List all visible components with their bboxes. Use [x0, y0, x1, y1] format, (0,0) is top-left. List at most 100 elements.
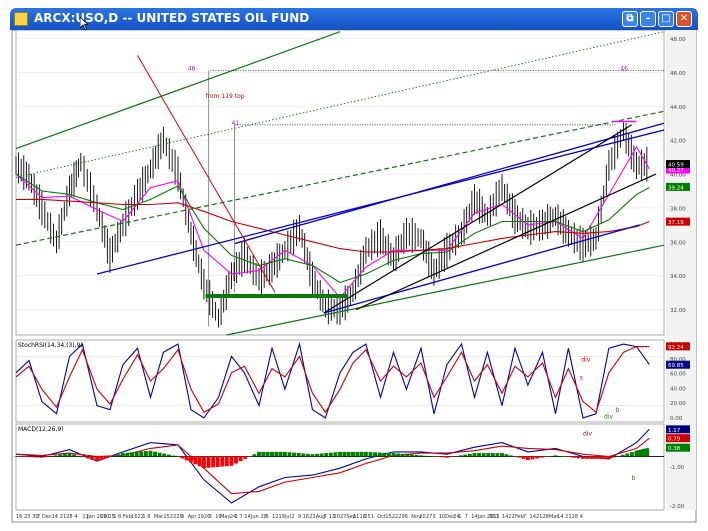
- x-tick-label: 9: [298, 514, 301, 520]
- y-tick-label: -1.00: [670, 465, 685, 471]
- histogram-bar: [391, 453, 396, 457]
- histogram-bar: [440, 456, 445, 458]
- restore-button[interactable]: ⧉: [622, 11, 638, 27]
- value-badge: [666, 182, 690, 191]
- trendline: [226, 244, 665, 336]
- histogram-bar: [180, 456, 185, 459]
- histogram-bar: [44, 456, 49, 458]
- trendline: [355, 173, 657, 311]
- histogram-bar: [346, 451, 351, 457]
- chart-app-icon: [14, 12, 28, 26]
- maximize-button[interactable]: □: [658, 11, 674, 27]
- histogram-bar: [530, 456, 535, 460]
- histogram-bar: [463, 454, 468, 457]
- histogram-bar: [31, 456, 36, 458]
- x-tick-label: May: [220, 514, 230, 520]
- value-badge-label: 40.27: [668, 168, 684, 174]
- histogram-bar: [72, 454, 76, 457]
- histogram-bar: [423, 455, 428, 457]
- y-tick-label: 32.00: [670, 308, 686, 314]
- histogram-bar: [324, 453, 329, 457]
- histogram-bar: [189, 456, 193, 463]
- histogram-bar: [270, 451, 274, 457]
- annotation-text: 46: [620, 66, 628, 73]
- histogram-bar: [513, 456, 517, 458]
- x-tick-label: Oct: [377, 514, 386, 520]
- x-tick-label: Mar: [549, 514, 559, 520]
- histogram-bar: [620, 454, 625, 457]
- trendline: [323, 124, 632, 314]
- x-tick-label: 20: [419, 514, 425, 520]
- histogram-bar: [640, 449, 645, 457]
- histogram-bar: [252, 454, 257, 457]
- histogram-bar: [625, 453, 630, 457]
- annotation-text: 41: [231, 120, 239, 127]
- y-tick-label: 0.00: [670, 416, 683, 422]
- chart-frame: [11, 29, 697, 523]
- histogram-bar: [224, 456, 229, 467]
- histogram-bar: [184, 456, 189, 461]
- histogram-bar: [247, 456, 252, 458]
- histogram-bar: [171, 455, 176, 457]
- x-tick-label: Dec: [445, 514, 455, 520]
- x-tick-label: 21: [60, 514, 66, 520]
- trendline: [15, 110, 665, 246]
- histogram-bar: [90, 456, 95, 460]
- histogram-bar: [282, 451, 287, 457]
- value-badge: [666, 165, 690, 174]
- value-badge-label: 1.17: [668, 428, 681, 434]
- histogram-bar: [108, 456, 112, 458]
- histogram-bar: [373, 452, 378, 457]
- histogram-bar: [103, 456, 108, 459]
- histogram-bar: [220, 456, 225, 467]
- histogram-bar: [544, 456, 549, 458]
- value-badge-label: 92.24: [668, 345, 684, 351]
- histogram-bar: [355, 451, 360, 457]
- annotation-text: 46: [188, 66, 196, 73]
- histogram-bar: [229, 456, 234, 466]
- panel-stochrsi: 100.0080.0060.0040.0020.000.00StochRSI(1…: [15, 339, 690, 423]
- histogram-bar: [201, 456, 206, 469]
- annotation-text: from 119 top: [206, 93, 245, 100]
- histogram-bar: [120, 453, 125, 457]
- close-button[interactable]: ✕: [676, 11, 692, 27]
- window-titlebar[interactable]: ARCX:USO,D -- UNITED STATES OIL FUND ⧉ –…: [10, 8, 698, 30]
- histogram-bar: [143, 451, 148, 457]
- histogram-bar: [148, 450, 153, 457]
- panel-border-stochrsi: [15, 339, 665, 423]
- x-tick-label: 21: [565, 514, 571, 520]
- histogram-bar: [319, 453, 324, 457]
- y-tick-label: -2.00: [670, 504, 685, 510]
- histogram-bar: [477, 453, 481, 457]
- histogram-bar: [35, 456, 40, 458]
- value-badge-label: 39.24: [668, 185, 684, 191]
- histogram-bar: [274, 451, 279, 457]
- annotation-text: b: [632, 475, 636, 482]
- histogram-bar: [139, 451, 144, 457]
- minimize-button[interactable]: –: [640, 11, 656, 27]
- value-badge: [666, 360, 690, 369]
- x-tick-label: 6: [405, 514, 408, 520]
- histogram-bar: [495, 453, 500, 457]
- histogram-bar: [386, 452, 391, 457]
- histogram-bar: [594, 456, 598, 459]
- histogram-bar: [539, 456, 544, 458]
- x-tick-label: 27: [340, 514, 346, 520]
- x-tick-label: 7: [37, 514, 40, 520]
- x-tick-label: 1: [235, 514, 238, 520]
- x-tick-label: 7: [523, 514, 526, 520]
- histogram-bar: [265, 451, 270, 457]
- x-tick-label: 16: [16, 514, 22, 520]
- histogram-bar: [576, 456, 581, 459]
- histogram-bar: [571, 456, 576, 458]
- x-tick-label: 4: [74, 514, 77, 520]
- histogram-bar: [606, 456, 611, 459]
- y-tick-label: 36.00: [670, 240, 686, 246]
- histogram-bar: [257, 451, 261, 457]
- panel-price: 32.00 34.00 36.00 38.00 40.00 42.00 44.00 46.00…: [15, 29, 690, 336]
- histogram-bar: [638, 449, 643, 457]
- histogram-bar: [49, 456, 54, 457]
- x-tick-label: 25: [108, 514, 114, 520]
- histogram-bar: [296, 453, 301, 457]
